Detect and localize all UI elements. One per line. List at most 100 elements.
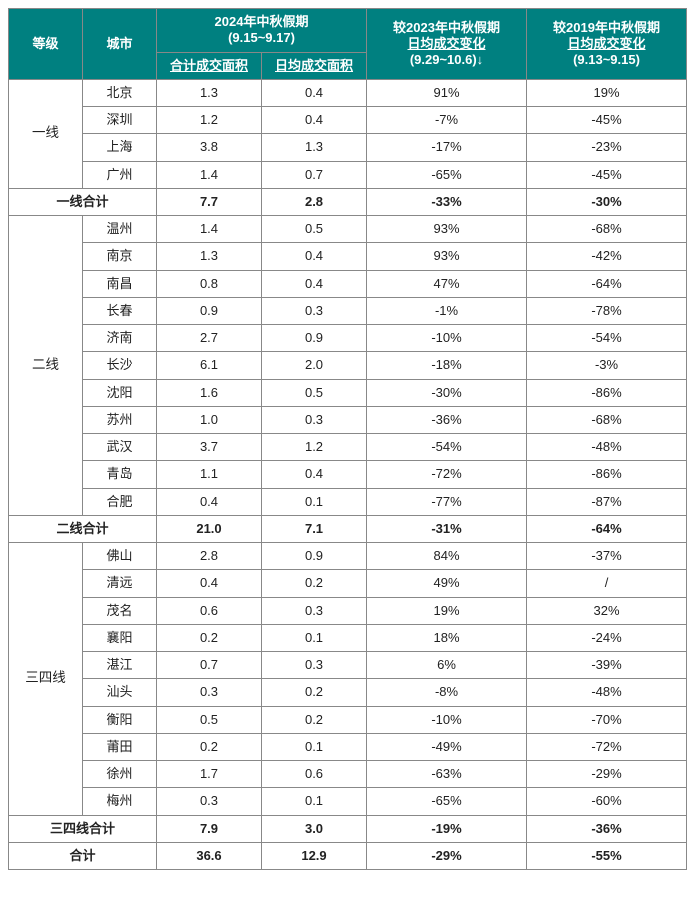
vs2023-cell: -72% <box>367 461 527 488</box>
total-cell: 0.9 <box>157 297 262 324</box>
vs2019-cell: 19% <box>527 79 687 106</box>
vs2023-cell: -1% <box>367 297 527 324</box>
table-row: 湛江0.70.36%-39% <box>9 652 687 679</box>
daily-cell: 0.4 <box>262 79 367 106</box>
city-cell: 温州 <box>83 216 157 243</box>
vs2023-cell: 19% <box>367 597 527 624</box>
subtotal-row: 一线合计7.72.8-33%-30% <box>9 188 687 215</box>
table-row: 长沙6.12.0-18%-3% <box>9 352 687 379</box>
subtotal-label: 三四线合计 <box>9 815 157 842</box>
col-tier: 等级 <box>9 9 83 80</box>
city-cell: 汕头 <box>83 679 157 706</box>
city-cell: 清远 <box>83 570 157 597</box>
subtotal-total: 7.7 <box>157 188 262 215</box>
vs2019-cell: -48% <box>527 434 687 461</box>
table-row: 衡阳0.50.2-10%-70% <box>9 706 687 733</box>
table-row: 南京1.30.493%-42% <box>9 243 687 270</box>
city-cell: 苏州 <box>83 406 157 433</box>
col-vs2023-line1: 较2023年中秋假期 <box>393 20 500 35</box>
city-cell: 武汉 <box>83 434 157 461</box>
vs2023-cell: -65% <box>367 788 527 815</box>
table-body: 一线北京1.30.491%19%深圳1.20.4-7%-45%上海3.81.3-… <box>9 79 687 869</box>
table-row: 二线温州1.40.593%-68% <box>9 216 687 243</box>
city-cell: 茂名 <box>83 597 157 624</box>
vs2019-cell: -68% <box>527 216 687 243</box>
subtotal-total: 21.0 <box>157 515 262 542</box>
table-row: 徐州1.70.6-63%-29% <box>9 761 687 788</box>
city-cell: 北京 <box>83 79 157 106</box>
daily-cell: 0.4 <box>262 243 367 270</box>
vs2023-cell: 84% <box>367 543 527 570</box>
vs2019-cell: -70% <box>527 706 687 733</box>
vs2023-cell: 49% <box>367 570 527 597</box>
total-cell: 0.3 <box>157 788 262 815</box>
total-cell: 1.3 <box>157 243 262 270</box>
daily-cell: 0.7 <box>262 161 367 188</box>
col-vs2019-line3: (9.13~9.15) <box>573 52 640 67</box>
vs2019-cell: -45% <box>527 161 687 188</box>
daily-cell: 2.0 <box>262 352 367 379</box>
table-row: 青岛1.10.4-72%-86% <box>9 461 687 488</box>
city-cell: 沈阳 <box>83 379 157 406</box>
subtotal-vs2019: -36% <box>527 815 687 842</box>
vs2019-cell: -87% <box>527 488 687 515</box>
daily-cell: 0.2 <box>262 706 367 733</box>
city-cell: 衡阳 <box>83 706 157 733</box>
city-cell: 湛江 <box>83 652 157 679</box>
vs2023-cell: -10% <box>367 325 527 352</box>
subtotal-vs2023: -31% <box>367 515 527 542</box>
col-city: 城市 <box>83 9 157 80</box>
total-cell: 1.7 <box>157 761 262 788</box>
vs2019-cell: -24% <box>527 624 687 651</box>
daily-cell: 0.5 <box>262 216 367 243</box>
daily-cell: 0.3 <box>262 406 367 433</box>
city-cell: 长春 <box>83 297 157 324</box>
total-cell: 1.4 <box>157 216 262 243</box>
daily-cell: 0.4 <box>262 270 367 297</box>
total-cell: 0.5 <box>157 706 262 733</box>
daily-cell: 0.3 <box>262 652 367 679</box>
col-total-area: 合计成交面积 <box>157 52 262 79</box>
table-row: 一线北京1.30.491%19% <box>9 79 687 106</box>
table-row: 苏州1.00.3-36%-68% <box>9 406 687 433</box>
total-cell: 0.8 <box>157 270 262 297</box>
total-cell: 2.7 <box>157 325 262 352</box>
vs2019-cell: -68% <box>527 406 687 433</box>
grand-total-vs2019: -55% <box>527 842 687 869</box>
transaction-table: 等级 城市 2024年中秋假期 (9.15~9.17) 较2023年中秋假期 日… <box>8 8 687 870</box>
vs2023-cell: -77% <box>367 488 527 515</box>
vs2023-cell: 47% <box>367 270 527 297</box>
total-cell: 1.4 <box>157 161 262 188</box>
col-2024-line1: 2024年中秋假期 <box>215 14 309 29</box>
vs2023-cell: -7% <box>367 107 527 134</box>
subtotal-label: 二线合计 <box>9 515 157 542</box>
grand-total-label: 合计 <box>9 842 157 869</box>
city-cell: 合肥 <box>83 488 157 515</box>
daily-cell: 0.1 <box>262 624 367 651</box>
table-row: 济南2.70.9-10%-54% <box>9 325 687 352</box>
daily-cell: 0.1 <box>262 488 367 515</box>
subtotal-daily: 7.1 <box>262 515 367 542</box>
city-cell: 济南 <box>83 325 157 352</box>
daily-cell: 0.9 <box>262 325 367 352</box>
table-row: 清远0.40.249%/ <box>9 570 687 597</box>
table-row: 长春0.90.3-1%-78% <box>9 297 687 324</box>
col-vs-2019: 较2019年中秋假期 日均成交变化 (9.13~9.15) <box>527 9 687 80</box>
vs2023-cell: 93% <box>367 243 527 270</box>
vs2019-cell: / <box>527 570 687 597</box>
vs2023-cell: -8% <box>367 679 527 706</box>
vs2019-cell: -86% <box>527 379 687 406</box>
col-daily-area: 日均成交面积 <box>262 52 367 79</box>
table-row: 广州1.40.7-65%-45% <box>9 161 687 188</box>
subtotal-daily: 2.8 <box>262 188 367 215</box>
table-row: 梅州0.30.1-65%-60% <box>9 788 687 815</box>
vs2019-cell: -64% <box>527 270 687 297</box>
tier-cell: 二线 <box>9 216 83 516</box>
daily-cell: 0.5 <box>262 379 367 406</box>
total-cell: 0.4 <box>157 488 262 515</box>
daily-cell: 0.2 <box>262 679 367 706</box>
daily-cell: 0.2 <box>262 570 367 597</box>
subtotal-vs2019: -64% <box>527 515 687 542</box>
grand-total-total: 36.6 <box>157 842 262 869</box>
daily-cell: 0.4 <box>262 461 367 488</box>
